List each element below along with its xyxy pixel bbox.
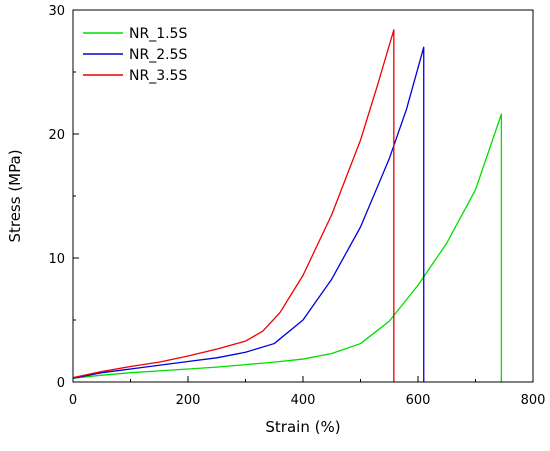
x-tick-label: 800 [521, 393, 546, 408]
x-tick-label: 0 [69, 393, 77, 408]
series-line-3 [72, 29, 395, 382]
series-line-1 [72, 113, 503, 382]
x-tick-label: 200 [176, 393, 201, 408]
ticks-layer: 0 200 400 600 800 0 10 20 30 [48, 4, 545, 408]
series-line-2 [72, 46, 425, 382]
legend-label-3: NR_3.5S [129, 68, 187, 84]
legend-label-1: NR_1.5S [129, 26, 187, 42]
x-tick-label: 400 [291, 393, 316, 408]
y-tick-label: 10 [48, 252, 65, 267]
legend: NR_1.5S NR_2.5S NR_3.5S [83, 26, 187, 84]
y-tick-label: 30 [48, 4, 65, 19]
y-axis-title: Stress (MPa) [6, 149, 24, 242]
y-tick-label: 0 [57, 376, 65, 391]
x-tick-label: 600 [406, 393, 431, 408]
series-layer [72, 29, 503, 382]
x-axis-title: Strain (%) [265, 418, 340, 436]
legend-label-2: NR_2.5S [129, 47, 187, 63]
y-tick-label: 20 [48, 128, 65, 143]
plot-frame [72, 9, 534, 383]
